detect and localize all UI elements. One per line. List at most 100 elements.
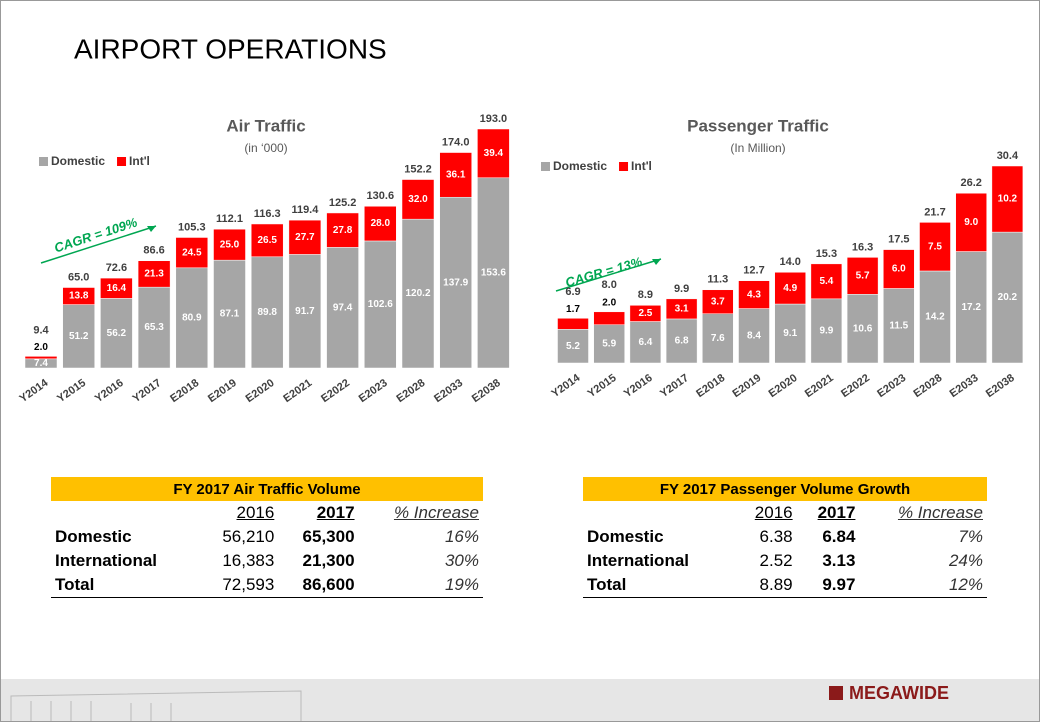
total-label: 14.0 <box>779 256 800 268</box>
bar-segment <box>175 267 209 369</box>
value-label: 9.0 <box>964 217 978 228</box>
value-label: 17.2 <box>961 302 981 313</box>
footer-band <box>1 679 1039 721</box>
x-tick-label: E2019 <box>730 372 763 400</box>
x-tick-label: Y2014 <box>17 377 51 406</box>
legend-label: Domestic <box>51 154 105 168</box>
cagr-arrow <box>40 225 157 264</box>
total-label: 12.7 <box>743 265 764 277</box>
table-cell: 12% <box>859 573 987 598</box>
table-title: FY 2017 Air Traffic Volume <box>51 477 483 501</box>
bar-segment <box>439 196 472 369</box>
value-label: 8.4 <box>747 330 761 341</box>
x-tick-label: E2019 <box>206 377 239 405</box>
total-label: 86.6 <box>143 245 164 257</box>
total-label: 112.1 <box>216 213 243 225</box>
bar-segment <box>100 298 133 369</box>
legend-label: Int'l <box>631 159 652 173</box>
x-tick-label: E2038 <box>984 372 1017 400</box>
table-cell: 9.97 <box>796 573 860 598</box>
column-header: % Increase <box>897 503 983 522</box>
table-cell: 3.13 <box>822 551 856 570</box>
total-label: 11.3 <box>707 274 728 286</box>
value-label: 56.2 <box>107 328 127 339</box>
value-label: 21.3 <box>144 269 164 280</box>
table-cell: 6.38 <box>759 527 793 546</box>
header-blank <box>51 501 198 525</box>
value-label: 3.7 <box>711 296 725 307</box>
value-label: 10.2 <box>998 194 1018 205</box>
x-tick-label: E2022 <box>839 372 872 400</box>
total-label: 21.7 <box>924 206 945 218</box>
bar-segment <box>955 192 987 252</box>
total-label: 16.3 <box>852 241 873 253</box>
bar-segment <box>702 313 734 364</box>
bar-segment <box>883 249 915 289</box>
value-label: 137.9 <box>443 277 468 288</box>
table-cell: 30% <box>444 551 479 570</box>
bar-segment <box>288 219 322 255</box>
column-header: 2016 <box>754 503 793 522</box>
bar-segment <box>137 260 171 288</box>
x-tick-label: E2020 <box>767 372 800 400</box>
x-tick-label: E2018 <box>694 372 727 400</box>
value-label: 6.8 <box>675 336 689 347</box>
x-tick-label: Y2015 <box>586 372 619 400</box>
x-tick-label: E2033 <box>432 377 465 405</box>
bar-segment <box>955 251 987 364</box>
logo: MEGAWIDE <box>849 683 949 703</box>
total-label: 174.0 <box>442 136 470 148</box>
bar-segment <box>175 237 209 269</box>
bar-segment <box>810 263 843 300</box>
legend-swatch <box>39 157 48 166</box>
value-label: 1.7 <box>566 304 580 315</box>
value-label: 11.5 <box>889 320 908 331</box>
x-tick-label: Y2017 <box>658 372 691 400</box>
legend-swatch <box>541 162 550 171</box>
bar-segment <box>991 231 1024 364</box>
slide-title: AIRPORT OPERATIONS <box>74 33 387 64</box>
bar-segment <box>137 286 171 369</box>
bar-segment <box>364 206 397 242</box>
cagr-arrowhead <box>147 226 156 232</box>
value-label: 80.9 <box>182 313 202 324</box>
table-cell: 56,210 <box>222 527 275 546</box>
table-cell: 8.89 <box>733 573 797 598</box>
value-label: 6.0 <box>892 264 906 275</box>
total-label: 193.0 <box>480 113 508 125</box>
x-tick-label: E2022 <box>319 377 352 405</box>
legend-swatch <box>117 157 127 166</box>
bar-segment <box>326 247 359 369</box>
value-label: 4.9 <box>783 283 797 294</box>
x-tick-label: Y2015 <box>55 377 88 405</box>
value-label: 20.2 <box>998 292 1018 303</box>
value-label: 2.5 <box>638 308 652 319</box>
bar-segment <box>439 152 472 198</box>
total-label: 65.0 <box>68 271 89 283</box>
value-label: 7.5 <box>928 241 942 252</box>
x-tick-label: E2038 <box>470 377 503 405</box>
bar-segment <box>665 318 698 364</box>
value-label: 6.4 <box>638 337 652 348</box>
value-label: 5.4 <box>819 276 833 287</box>
bar-segment <box>401 179 435 220</box>
value-label: 16.4 <box>107 283 127 294</box>
value-label: 65.3 <box>144 322 164 333</box>
value-label: 89.8 <box>257 307 277 318</box>
value-label: 10.6 <box>853 323 873 334</box>
x-tick-label: E2033 <box>948 372 981 400</box>
value-label: 27.8 <box>333 225 353 236</box>
bar-segment <box>250 256 284 369</box>
legend-swatch <box>619 162 629 171</box>
total-label: 130.6 <box>367 190 395 202</box>
bar-segment <box>919 270 951 364</box>
chart-title: Passenger Traffic <box>687 116 829 135</box>
value-label: 5.7 <box>856 270 870 281</box>
row-label: Total <box>51 573 199 598</box>
bar-segment <box>774 303 806 364</box>
table-cell: 21,300 <box>302 551 355 570</box>
value-label: 51.2 <box>69 331 89 342</box>
bar-segment <box>593 311 625 326</box>
total-label: 6.9 <box>565 286 580 298</box>
